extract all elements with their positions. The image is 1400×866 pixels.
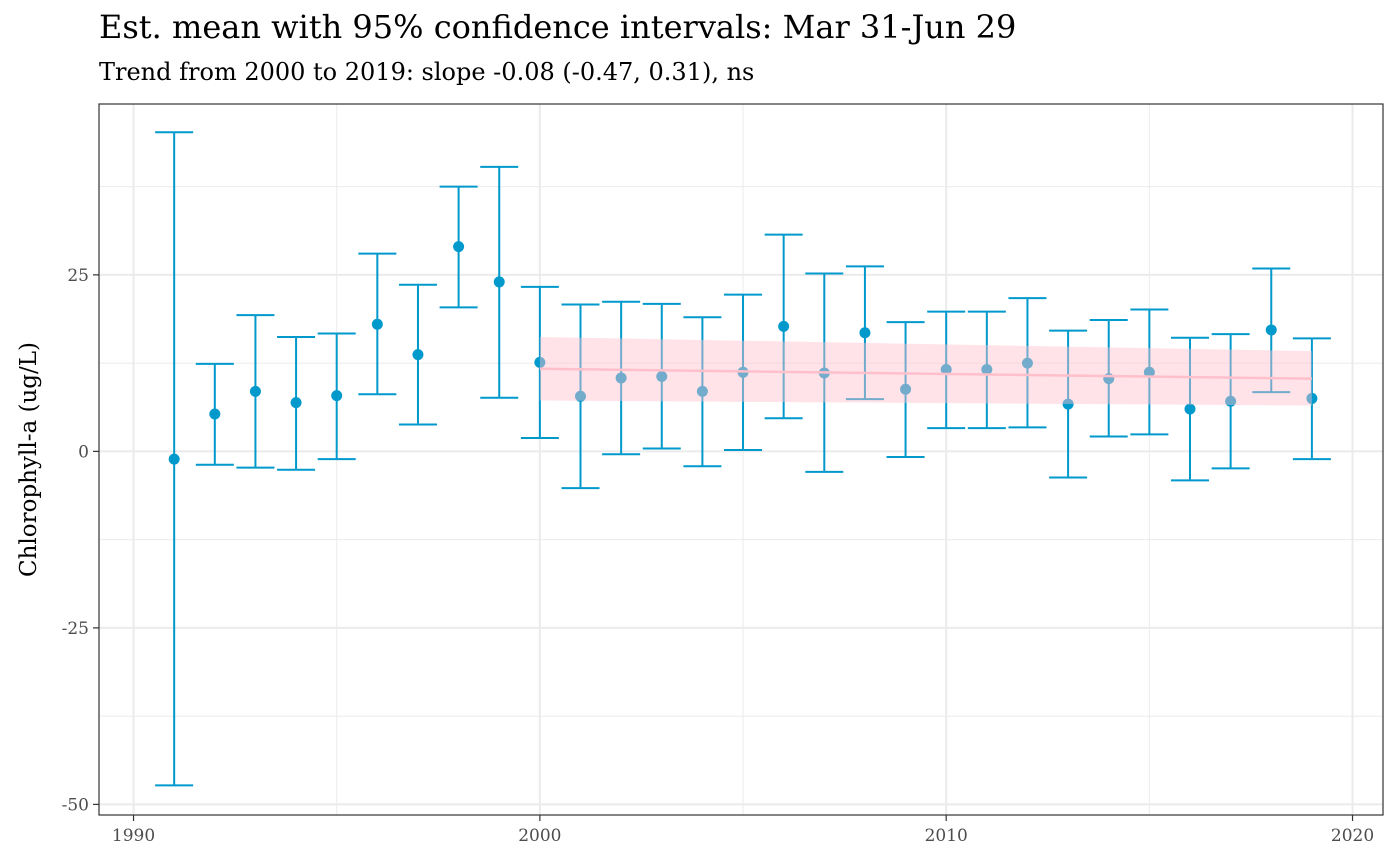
data-point — [371, 318, 383, 330]
y-tick-label: 25 — [67, 266, 89, 286]
data-point — [940, 363, 952, 375]
trend-confidence-band — [539, 336, 1312, 406]
x-tick-label: 2000 — [518, 826, 561, 846]
chart-title: Est. mean with 95% confidence intervals:… — [99, 8, 1017, 46]
plot-border — [98, 103, 1384, 816]
data-point — [209, 408, 221, 420]
data-point — [331, 390, 343, 402]
data-point — [1184, 403, 1196, 415]
y-tick-label: -25 — [62, 619, 89, 639]
data-point — [1021, 357, 1033, 369]
x-tick-label: 1990 — [112, 826, 155, 846]
data-point — [656, 371, 668, 383]
data-point — [290, 397, 302, 409]
data-point — [1143, 366, 1155, 378]
data-point — [778, 320, 790, 332]
data-point — [981, 363, 993, 375]
data-point — [412, 349, 424, 361]
x-tick-label: 2010 — [925, 826, 968, 846]
data-point — [615, 372, 627, 384]
data-point — [1306, 392, 1318, 404]
data-point — [1062, 398, 1074, 410]
data-point — [249, 385, 261, 397]
y-tick-label: -50 — [62, 795, 89, 815]
x-tick-label: 2020 — [1331, 826, 1374, 846]
y-tick-label: 0 — [78, 442, 89, 462]
y-axis-title: Chlorophyll-a (ug/L) — [16, 342, 42, 577]
data-point — [575, 390, 586, 402]
data-point — [493, 276, 505, 288]
chart-subtitle: Trend from 2000 to 2019: slope -0.08 (-0… — [99, 58, 755, 86]
data-point — [859, 327, 871, 339]
data-point — [696, 385, 708, 397]
data-point — [1225, 395, 1237, 407]
data-point — [900, 383, 912, 395]
plot-panel — [99, 104, 1383, 815]
data-point — [453, 241, 465, 253]
trend-line — [539, 367, 1312, 380]
data-point — [534, 356, 546, 368]
data-point — [1265, 324, 1277, 336]
data-point — [168, 453, 180, 465]
